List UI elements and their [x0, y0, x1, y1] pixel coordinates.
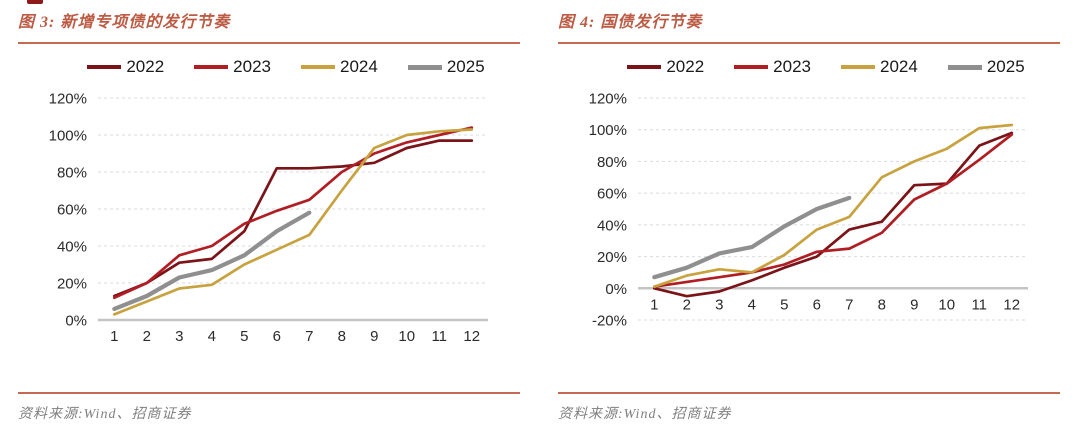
- x-tick-label: 4: [748, 296, 756, 313]
- y-tick-label: 120%: [49, 91, 87, 108]
- series-line-2023: [112, 126, 474, 300]
- x-tick-label: 2: [143, 328, 151, 345]
- y-tick-label: 60%: [57, 202, 87, 219]
- legend-label-2022: 2022: [126, 57, 165, 76]
- series-line-2024: [112, 128, 474, 316]
- chart-legend: 2022 2023 2024 2025: [558, 56, 1060, 78]
- x-tick-label: 11: [971, 296, 987, 313]
- x-tick-label: 10: [398, 328, 415, 345]
- legend-item-2024: 2024: [841, 57, 918, 77]
- y-tick-label: 20%: [597, 249, 627, 266]
- source-divider: [18, 392, 520, 394]
- series-line-2025: [112, 210, 312, 311]
- legend-label-2022: 2022: [666, 57, 705, 76]
- legend-item-2022: 2022: [87, 57, 164, 77]
- x-tick-label: 8: [338, 328, 346, 345]
- treasury-bond-line-chart: 120%100%80%60%40%20%0%-20%1 2 3 4 5 6 7 8 9 10 11 1…: [589, 91, 1028, 330]
- y-tick-label: 60%: [597, 186, 627, 203]
- legend-label-2024: 2024: [340, 57, 378, 76]
- legend-swatch-2025: [407, 64, 442, 70]
- x-tick-label: 5: [240, 328, 248, 345]
- x-tick-label: 3: [175, 328, 183, 345]
- legend-label-2023: 2023: [233, 57, 271, 76]
- x-tick-label: 12: [463, 328, 480, 345]
- figure-4-title: 图 4: 国债发行节奏: [558, 14, 703, 31]
- x-tick-label: 9: [910, 296, 918, 313]
- source-divider: [558, 392, 1060, 394]
- legend-swatch-2022: [87, 65, 122, 69]
- y-tick-label: 80%: [57, 165, 87, 182]
- x-tick-label: 1: [110, 328, 118, 345]
- x-tick-label: 7: [845, 296, 853, 313]
- series-line-2023: [652, 133, 1014, 289]
- legend-label-2025: 2025: [446, 57, 485, 76]
- legend-item-2024: 2024: [301, 57, 378, 77]
- title-divider: [558, 42, 1060, 44]
- x-tick-label: 1: [650, 296, 658, 313]
- legend-swatch-2024: [301, 65, 335, 69]
- y-tick-label: 40%: [597, 217, 627, 234]
- x-tick-label: 9: [370, 328, 378, 345]
- x-tick-label: 12: [1003, 296, 1020, 313]
- legend-swatch-2025: [947, 64, 982, 70]
- x-tick-label: 2: [683, 296, 691, 313]
- legend-item-2023: 2023: [734, 57, 811, 77]
- x-tick-label: 5: [780, 296, 788, 313]
- x-tick-label: 11: [431, 328, 447, 345]
- source-note: 资料来源:Wind、招商证券: [558, 407, 732, 422]
- cropped-header-fragment: [27, 0, 43, 4]
- x-tick-label: 3: [715, 296, 723, 313]
- legend-swatch-2023: [734, 65, 769, 69]
- legend-item-2025: 2025: [947, 57, 1025, 77]
- y-tick-label: 100%: [49, 128, 87, 145]
- y-tick-label: 0%: [65, 313, 87, 330]
- figure-3-title: 图 3: 新增专项债的发行节奏: [18, 14, 231, 31]
- y-tick-label: 80%: [597, 154, 627, 171]
- figure-3-panel: 图 3: 新增专项债的发行节奏 2022 2023 2024 2025 120% 100…: [18, 14, 520, 422]
- series-line-2025: [652, 195, 852, 280]
- title-divider: [18, 42, 520, 44]
- source-note: 资料来源:Wind、招商证券: [18, 407, 192, 422]
- y-tick-label: -20%: [592, 313, 627, 330]
- series-line-2022: [652, 131, 1014, 298]
- legend-label-2023: 2023: [773, 57, 811, 76]
- series-line-2024: [652, 123, 1014, 289]
- legend-label-2024: 2024: [880, 57, 918, 76]
- y-tick-label: 0%: [605, 281, 627, 298]
- figure-4-panel: 图 4: 国债发行节奏 2022 2023 2024 2025 120% 100% 80%…: [540, 0, 1080, 431]
- y-tick-label: 100%: [589, 122, 627, 139]
- series-line-2022: [112, 139, 474, 298]
- x-tick-label: 10: [938, 296, 955, 313]
- special-bond-line-chart: 120%100%80%60%40%20%0%1 2 3 4 5 6 7 8 9 10 11 12: [49, 91, 488, 345]
- legend-item-2025: 2025: [407, 57, 485, 77]
- legend-item-2022: 2022: [627, 57, 704, 77]
- legend-swatch-2024: [841, 65, 875, 69]
- legend-swatch-2022: [627, 65, 662, 69]
- x-tick-label: 6: [813, 296, 821, 313]
- x-tick-label: 6: [273, 328, 281, 345]
- y-tick-label: 120%: [589, 91, 627, 108]
- x-tick-label: 4: [208, 328, 216, 345]
- chart-legend: 2022 2023 2024 2025: [18, 56, 520, 78]
- legend-label-2025: 2025: [986, 57, 1025, 76]
- y-tick-label: 20%: [57, 276, 87, 293]
- x-tick-label: 8: [878, 296, 886, 313]
- legend-swatch-2023: [194, 65, 229, 69]
- y-tick-label: 40%: [57, 239, 87, 256]
- x-tick-label: 7: [305, 328, 313, 345]
- legend-item-2023: 2023: [194, 57, 271, 77]
